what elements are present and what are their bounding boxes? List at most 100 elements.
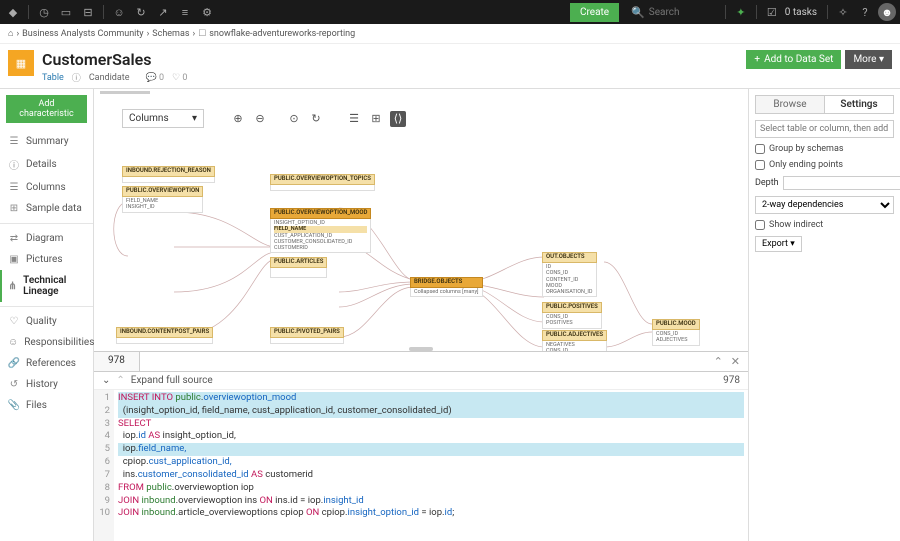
asset-type[interactable]: Table bbox=[42, 73, 64, 83]
report-icon[interactable]: ≡ bbox=[176, 3, 194, 21]
sidebar: Add characteristic ☰Summary ⓘDetails ☰Co… bbox=[0, 89, 94, 541]
sample-icon: ⊞ bbox=[8, 203, 20, 214]
source-panel: 978 ⌃ ✕ ⌄ ⌃ Expand full source 978 12345… bbox=[94, 351, 748, 541]
more-button[interactable]: More ▾ bbox=[845, 50, 892, 69]
source-count: 978 bbox=[723, 375, 740, 386]
add-to-dataset-button[interactable]: +Add to Data Set bbox=[746, 50, 841, 69]
breadcrumb-community[interactable]: Business Analysts Community bbox=[22, 29, 143, 39]
source-tab[interactable]: 978 bbox=[94, 352, 140, 371]
node-topics[interactable]: PUBLIC.OVERVIEWOPTION_TOPICS bbox=[270, 174, 375, 191]
search-icon: 🔍 bbox=[631, 6, 645, 19]
tab-browse[interactable]: Browse bbox=[756, 96, 825, 113]
sidebar-item-details[interactable]: ⓘDetails bbox=[0, 152, 93, 177]
node-mood[interactable]: PUBLIC.OVERVIEWOPTION_MOOD INSIGHT_OPTIO… bbox=[270, 208, 371, 253]
tasks-icon[interactable]: ☑ bbox=[763, 3, 781, 21]
depth-input[interactable] bbox=[783, 176, 900, 190]
zoom-out-button[interactable]: ⊖ bbox=[252, 111, 268, 127]
node-public-mood[interactable]: PUBLIC.MOOD CONS_IDADJECTIVES bbox=[652, 319, 700, 346]
lineage-icon: ⋔ bbox=[8, 281, 17, 292]
sidebar-item-references[interactable]: 🔗References bbox=[0, 353, 93, 374]
columns-icon: ☰ bbox=[8, 182, 20, 193]
sidebar-item-columns[interactable]: ☰Columns bbox=[0, 177, 93, 198]
node-inbound-pairs[interactable]: INBOUND.CONTENTPOST_PAIRS bbox=[116, 327, 213, 344]
node-adjectives[interactable]: PUBLIC.ADJECTIVES NEGATIVESCONS_ID bbox=[542, 330, 607, 351]
node-out-objects[interactable]: OUT.OBJECTS ID CONS_ID CONTENT_ID MOOD O… bbox=[542, 252, 597, 297]
activity-icon[interactable]: ✦ bbox=[732, 3, 750, 21]
close-icon[interactable]: ✕ bbox=[731, 355, 740, 368]
add-characteristic-button[interactable]: Add characteristic bbox=[6, 95, 87, 123]
user-icon[interactable]: ☺ bbox=[110, 3, 128, 21]
folder-icon[interactable]: ▭ bbox=[57, 3, 75, 21]
sql-code: 12345678910 INSERT INTO public.overviewo… bbox=[94, 390, 748, 541]
table-icon: ▦ bbox=[8, 50, 34, 76]
type-info-icon[interactable]: ⓘ bbox=[72, 71, 81, 84]
summary-icon: ☰ bbox=[8, 136, 20, 147]
expand-icon[interactable]: ⌄ bbox=[102, 375, 110, 386]
details-icon: ⓘ bbox=[8, 157, 20, 172]
node-rejection[interactable]: INBOUND.REJECTION_REASON bbox=[122, 166, 215, 183]
search-input[interactable] bbox=[649, 7, 719, 18]
page-title: CustomerSales bbox=[42, 50, 187, 69]
node-bridge[interactable]: BRIDGE.OBJECTS Collapsed columns [many] bbox=[410, 277, 483, 297]
reset-button[interactable]: ↻ bbox=[308, 111, 324, 127]
drag-handle[interactable] bbox=[409, 347, 433, 351]
sidebar-item-lineage[interactable]: ⋔Technical Lineage bbox=[0, 270, 93, 302]
settings-panel: Browse Settings Group by schemas Only en… bbox=[748, 89, 900, 541]
sidebar-item-sampledata[interactable]: ⊞Sample data bbox=[0, 198, 93, 219]
expand-source-button[interactable]: Expand full source bbox=[131, 375, 213, 386]
tasks-count: 0 tasks bbox=[785, 7, 817, 18]
node-overviewoption[interactable]: PUBLIC.OVERVIEWOPTION FIELD_NAMEINSIGHT_… bbox=[122, 186, 203, 213]
diagram-icon: ⇄ bbox=[8, 233, 20, 244]
refresh-icon[interactable]: ↻ bbox=[132, 3, 150, 21]
sidebar-item-pictures[interactable]: ▣Pictures bbox=[0, 249, 93, 270]
lineage-canvas[interactable]: INBOUND.REJECTION_REASON PUBLIC.OVERVIEW… bbox=[94, 132, 748, 351]
show-indirect-checkbox[interactable]: Show indirect bbox=[755, 220, 894, 230]
quality-icon: ♡ bbox=[8, 316, 20, 327]
zoom-in-button[interactable]: ⊕ bbox=[230, 111, 246, 127]
list-view-button[interactable]: ☰ bbox=[346, 111, 362, 127]
hierarchy-icon[interactable]: ⊟ bbox=[79, 3, 97, 21]
dashboard-icon[interactable]: ◷ bbox=[35, 3, 53, 21]
breadcrumb-home[interactable]: ⌂ bbox=[8, 28, 13, 39]
help-icon[interactable]: ? bbox=[856, 3, 874, 21]
minimize-icon[interactable]: ⌃ bbox=[714, 355, 723, 368]
create-button[interactable]: Create bbox=[570, 3, 619, 22]
node-articles[interactable]: PUBLIC.ARTICLES bbox=[270, 257, 327, 278]
settings-icon[interactable]: ⚙ bbox=[198, 3, 216, 21]
node-pivoted[interactable]: PUBLIC.PIVOTED_PAIRS bbox=[270, 327, 344, 344]
notifications-icon[interactable]: ✧ bbox=[834, 3, 852, 21]
sidebar-item-diagram[interactable]: ⇄Diagram bbox=[0, 228, 93, 249]
export-button[interactable]: Export ▾ bbox=[755, 236, 802, 252]
depth-label: Depth bbox=[755, 178, 779, 188]
sidebar-item-quality[interactable]: ♡Quality bbox=[0, 311, 93, 332]
code-view-button[interactable]: ⟨⟩ bbox=[390, 111, 406, 127]
columns-select[interactable]: Columns▾ bbox=[122, 109, 204, 128]
asset-header: ▦ CustomerSales Table ⓘ Candidate 💬 0 ♡ … bbox=[0, 44, 900, 89]
ending-points-checkbox[interactable]: Only ending points bbox=[755, 160, 894, 170]
dependencies-select[interactable]: 2-way dependencies bbox=[755, 196, 894, 214]
breadcrumb-db[interactable]: snowflake-adventureworks-reporting bbox=[209, 29, 355, 39]
sidebar-item-summary[interactable]: ☰Summary bbox=[0, 131, 93, 152]
breadcrumb-schemas[interactable]: Schemas bbox=[152, 29, 189, 39]
files-icon: 📎 bbox=[8, 400, 20, 411]
node-positives[interactable]: PUBLIC.POSITIVES CONS_IDPOSITIVES bbox=[542, 302, 602, 329]
asset-status: Candidate bbox=[89, 73, 130, 83]
sidebar-item-files[interactable]: 📎Files bbox=[0, 395, 93, 416]
lineage-edges bbox=[94, 132, 748, 351]
lineage-toolbar: Columns▾ ⊕ ⊖ ⊙ ↻ ☰ ⊞ ⟨⟩ bbox=[94, 103, 748, 132]
ref-icon: 🔗 bbox=[8, 358, 20, 369]
tab-settings[interactable]: Settings bbox=[825, 96, 893, 113]
breadcrumb: ⌂› Business Analysts Community› Schemas›… bbox=[0, 24, 900, 44]
filter-input[interactable] bbox=[755, 120, 894, 138]
app-logo-icon[interactable]: ◆ bbox=[4, 3, 22, 21]
collapse-icon[interactable]: ⌃ bbox=[116, 375, 124, 386]
link-icon[interactable]: ↗ bbox=[154, 3, 172, 21]
history-icon: ↺ bbox=[8, 379, 20, 390]
grid-view-button[interactable]: ⊞ bbox=[368, 111, 384, 127]
sidebar-item-responsibilities[interactable]: ☺Responsibilities bbox=[0, 332, 93, 353]
group-schemas-checkbox[interactable]: Group by schemas bbox=[755, 144, 894, 154]
fit-button[interactable]: ⊙ bbox=[286, 111, 302, 127]
pictures-icon: ▣ bbox=[8, 254, 20, 265]
sidebar-item-history[interactable]: ↺History bbox=[0, 374, 93, 395]
avatar[interactable]: ☻ bbox=[878, 3, 896, 21]
